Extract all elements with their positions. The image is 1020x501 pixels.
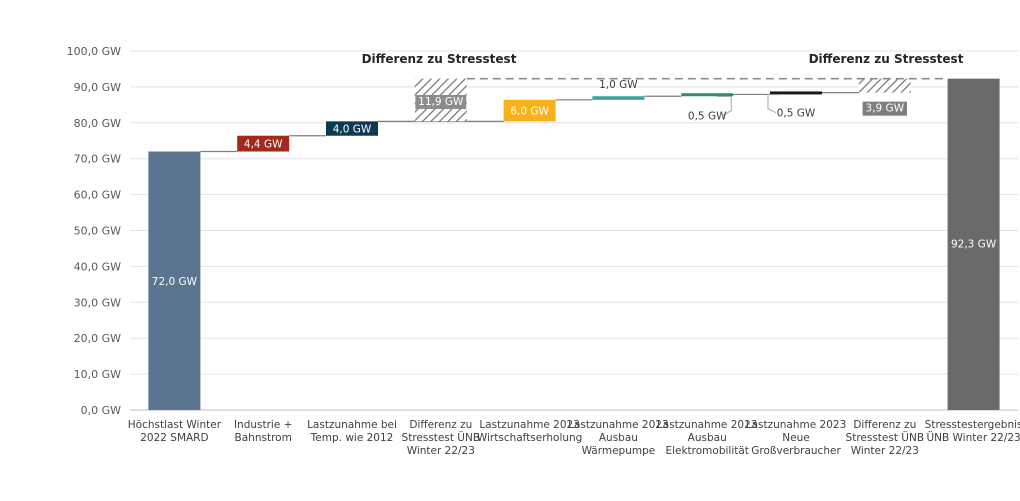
bar-label-1: 4,4 GW: [244, 139, 283, 151]
x-category-line: Lastzunahme 2023: [479, 419, 580, 431]
x-category-line: Lastzunahme bei: [307, 419, 397, 431]
bar-label-9: 92,3 GW: [951, 238, 997, 250]
x-category-line: Elektromobilität: [665, 445, 748, 457]
x-category-line: Industrie +: [234, 419, 293, 431]
bar-5: [592, 96, 645, 100]
bar-label-0: 72,0 GW: [152, 276, 198, 288]
y-tick-label: 90,0 GW: [74, 81, 122, 94]
x-category-line: 2022 SMARD: [140, 432, 208, 444]
bar-label-6: 0,5 GW: [688, 110, 727, 122]
y-tick-label: 10,0 GW: [74, 368, 122, 381]
x-category-label: Lastzunahme bei Temp. wie 2012: [307, 419, 397, 444]
x-category-line: Differenz zu: [853, 419, 916, 431]
x-axis-categories: Höchstlast Winter 2022 SMARD Industrie + Ba…: [128, 419, 1020, 457]
x-category-line: Stresstest ÜNB: [846, 431, 925, 444]
bar-4: [503, 99, 556, 122]
x-category-label: Lastzunahme 2023 Ausbau Wärmepumpe: [568, 419, 669, 457]
bar-label-bg: [415, 95, 467, 110]
x-category-label: Industrie + Bahnstrom: [234, 419, 293, 444]
x-category-label: Stresstestergebnis ÜNB Winter 22/23: [925, 419, 1020, 444]
x-category-line: Stresstest ÜNB: [402, 431, 481, 444]
x-category-label: Differenz zu Stresstest ÜNB Winter 22/23: [846, 419, 925, 457]
bar-labels: 72,0 GW 4,4 GW 4,0 GW 11,9 GW 6,0 GW 1,0 GW 0,…: [152, 79, 997, 288]
x-category-line: Lastzunahme 2023: [568, 419, 669, 431]
x-category-line: Stresstestergebnis: [925, 419, 1020, 431]
bar-7: [770, 91, 822, 95]
y-tick-label: 30,0 GW: [74, 296, 122, 309]
x-category-line: Differenz zu: [409, 419, 472, 431]
x-category-line: Winter 22/23: [407, 445, 475, 457]
x-category-line: Wirtschaftserholung: [477, 432, 583, 444]
x-category-line: Ausbau: [688, 432, 727, 444]
x-category-label: Lastzunahme 2023 Neue Großverbraucher: [746, 419, 847, 457]
annotation-differenz-2: Differenz zu Stresstest: [809, 52, 964, 66]
x-category-line: Ausbau: [599, 432, 638, 444]
x-category-line: Lastzunahme 2023: [657, 419, 758, 431]
y-tick-label: 40,0 GW: [74, 260, 122, 273]
bar-0: [148, 151, 201, 410]
bar-label-5: 1,0 GW: [599, 79, 638, 91]
x-category-line: ÜNB Winter 22/23: [926, 431, 1020, 444]
x-category-line: Temp. wie 2012: [310, 432, 394, 444]
y-tick-label: 70,0 GW: [74, 153, 122, 166]
y-axis-ticks: 0,0 GW 10,0 GW 20,0 GW 30,0 GW 40,0 GW 50,0 G…: [67, 45, 122, 417]
x-category-line: Neue: [782, 432, 809, 444]
bar-label-4: 6,0 GW: [510, 106, 549, 118]
y-tick-label: 0,0 GW: [81, 404, 122, 417]
bars: [148, 78, 1000, 410]
x-category-line: Bahnstrom: [235, 432, 292, 444]
y-tick-label: 80,0 GW: [74, 117, 122, 130]
y-tick-label: 50,0 GW: [74, 225, 122, 238]
x-category-line: Großverbraucher: [751, 445, 841, 457]
y-tick-label: 20,0 GW: [74, 332, 122, 345]
bar-8: [858, 78, 911, 93]
annotation-differenz-1: Differenz zu Stresstest: [362, 52, 517, 66]
bar-2: [326, 121, 378, 136]
callout-leader: [767, 94, 780, 114]
x-category-line: Lastzunahme 2023: [746, 419, 847, 431]
callout-leader: [717, 95, 732, 116]
bar-label-8: 3,9 GW: [866, 103, 905, 115]
bar-label-2: 4,0 GW: [333, 124, 372, 136]
bar-9: [947, 78, 1000, 410]
bar-label-7: 0,5 GW: [777, 108, 816, 120]
bar-label-3: 11,9 GW: [418, 96, 464, 108]
x-category-label: Differenz zu Stresstest ÜNB Winter 22/23: [402, 419, 481, 457]
bar-1: [237, 135, 290, 152]
x-category-line: Wärmepumpe: [582, 445, 656, 457]
bar-6: [681, 93, 734, 97]
x-category-label: Höchstlast Winter 2022 SMARD: [128, 419, 222, 444]
x-category-label: Lastzunahme 2023 Wirtschaftserholung: [477, 419, 583, 444]
x-category-label: Lastzunahme 2023 Ausbau Elektromobilität: [657, 419, 758, 457]
x-category-line: Winter 22/23: [851, 445, 919, 457]
y-tick-label: 100,0 GW: [67, 45, 122, 58]
x-category-line: Höchstlast Winter: [128, 419, 222, 431]
bar-label-bg: [862, 101, 907, 116]
y-tick-label: 60,0 GW: [74, 189, 122, 202]
